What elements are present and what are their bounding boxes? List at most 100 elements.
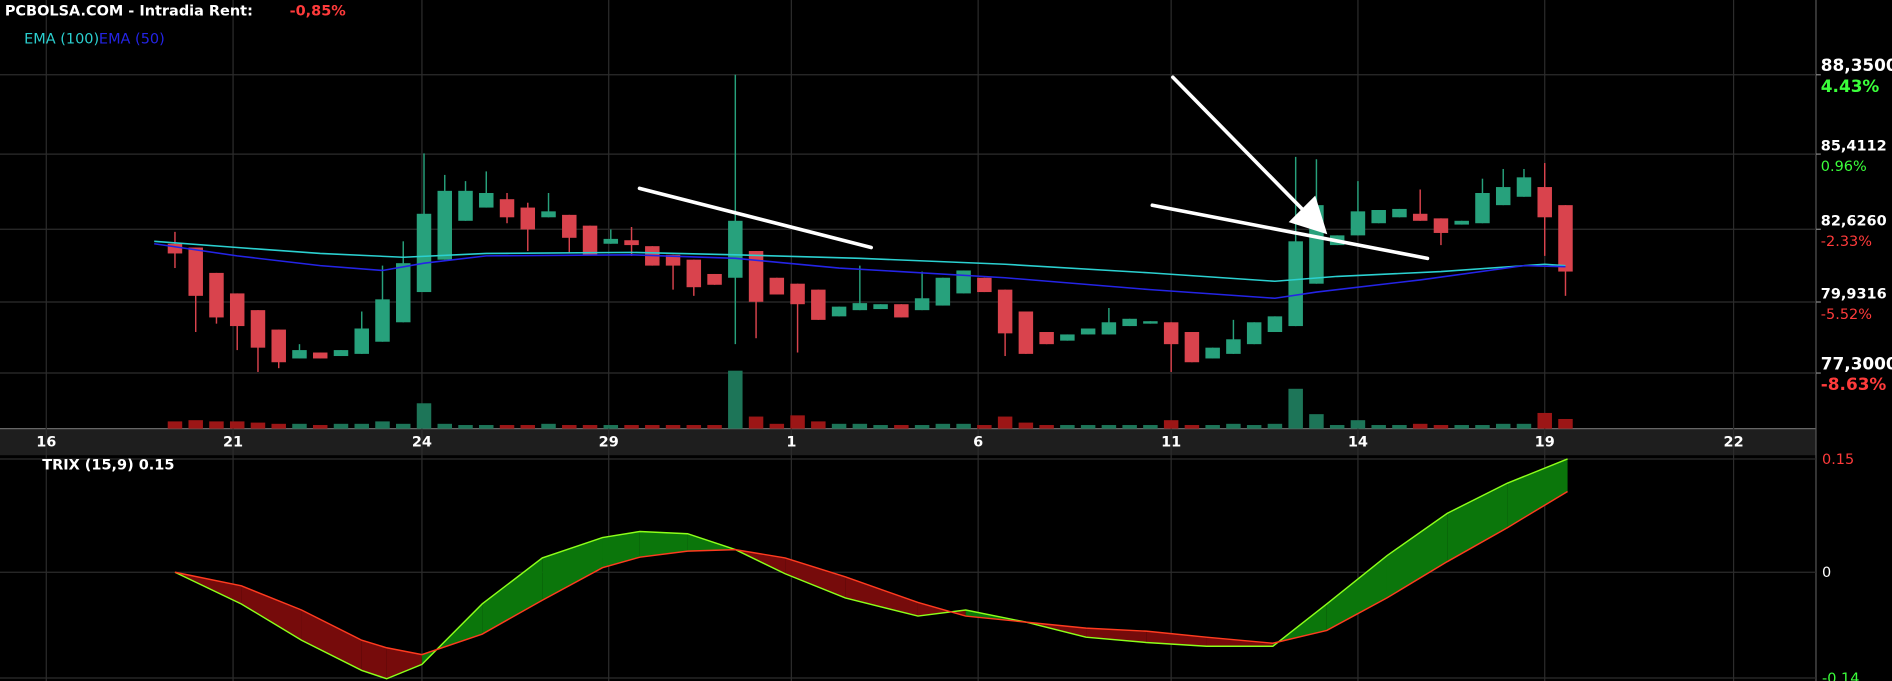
volume-bar bbox=[1454, 425, 1469, 429]
candle-body bbox=[562, 214, 577, 238]
volume-bar bbox=[728, 370, 743, 429]
volume-bar bbox=[1288, 388, 1303, 429]
y-tick-label: 77,3000 bbox=[1821, 353, 1892, 373]
volume-bar bbox=[1392, 425, 1407, 429]
volume-bar bbox=[769, 423, 785, 429]
candle-body bbox=[1122, 318, 1137, 327]
candle-body bbox=[1371, 210, 1386, 224]
candle-body bbox=[686, 259, 702, 288]
candle-body bbox=[250, 310, 266, 348]
volume-bar bbox=[1475, 425, 1490, 429]
volume-bar bbox=[956, 423, 971, 429]
trix-fill bbox=[1386, 513, 1448, 598]
y2-tick-label: -5.52% bbox=[1821, 307, 1872, 323]
candle-body bbox=[229, 293, 245, 327]
candle-body bbox=[665, 254, 681, 266]
volume-bar bbox=[520, 425, 536, 429]
candle-body bbox=[1163, 322, 1179, 345]
legend-entry: EMA (100) bbox=[24, 31, 99, 47]
candle-body bbox=[209, 272, 224, 318]
candle-body bbox=[582, 225, 598, 255]
candle-body bbox=[707, 273, 722, 285]
candle-body bbox=[1537, 187, 1552, 218]
volume-bar bbox=[458, 425, 473, 429]
trix-fill bbox=[965, 610, 1026, 623]
trix-fill bbox=[1086, 628, 1147, 643]
volume-bar bbox=[1226, 423, 1241, 429]
y-tick-label: 0 bbox=[1822, 565, 1831, 581]
trix-fill bbox=[1206, 637, 1273, 647]
volume-bar bbox=[437, 423, 452, 429]
volume-bar bbox=[1163, 420, 1179, 429]
volume-bar bbox=[1495, 423, 1511, 429]
volume-bar bbox=[1558, 418, 1573, 429]
volume-bar bbox=[935, 423, 951, 429]
candle-body bbox=[1516, 177, 1532, 197]
x-tick-label: 1 bbox=[786, 435, 796, 451]
volume-bar bbox=[873, 425, 888, 429]
arrow-line bbox=[1171, 75, 1308, 215]
candle-body bbox=[790, 283, 805, 305]
x-tick-label: 14 bbox=[1348, 435, 1368, 451]
volume-bar bbox=[624, 425, 639, 429]
candle-body bbox=[271, 329, 286, 363]
candle-body bbox=[1205, 347, 1220, 359]
candle-body bbox=[292, 350, 307, 359]
volume-bar bbox=[375, 421, 390, 429]
volume-bar bbox=[209, 421, 224, 429]
y-tick-label: 0.15 bbox=[1822, 452, 1854, 468]
volume-bar bbox=[396, 423, 411, 429]
volume-bar bbox=[562, 425, 577, 429]
candle-body bbox=[1246, 322, 1262, 345]
volume-bar bbox=[1246, 425, 1262, 429]
x-tick-label: 19 bbox=[1535, 435, 1555, 451]
trix-fill bbox=[845, 576, 918, 617]
candle-body bbox=[769, 277, 785, 295]
trix-fill bbox=[1507, 458, 1568, 528]
candle-body bbox=[1080, 328, 1096, 335]
volume-bar bbox=[1329, 425, 1345, 429]
volume-bar bbox=[1143, 425, 1158, 429]
volume-bar bbox=[831, 423, 847, 429]
candle-body bbox=[1558, 205, 1573, 272]
candle-body bbox=[1288, 241, 1303, 327]
volume-bar bbox=[1309, 414, 1324, 429]
y-tick-label: 82,6260 bbox=[1821, 214, 1887, 230]
candle-body bbox=[1060, 334, 1075, 341]
candle-body bbox=[852, 303, 868, 311]
candle-body bbox=[167, 243, 183, 254]
x-tick-label: 6 bbox=[973, 435, 983, 451]
candle-body bbox=[1495, 187, 1511, 206]
candle-body bbox=[375, 299, 390, 342]
x-tick-label: 11 bbox=[1161, 435, 1181, 451]
candle-body bbox=[1018, 311, 1034, 354]
y2-tick-label: 4.43% bbox=[1821, 76, 1880, 96]
trix-fill bbox=[639, 531, 688, 558]
volume-bar bbox=[1101, 425, 1117, 429]
volume-bar bbox=[748, 416, 764, 429]
volume-bar bbox=[333, 423, 349, 429]
volume-bar bbox=[582, 425, 598, 429]
candle-body bbox=[541, 211, 556, 218]
trix-fill bbox=[785, 557, 846, 598]
volume-bar bbox=[977, 425, 992, 429]
trix-line bbox=[174, 458, 1568, 680]
candle-body bbox=[416, 213, 432, 293]
candle-body bbox=[914, 298, 930, 311]
volume-bar bbox=[1018, 422, 1034, 429]
ema-line bbox=[154, 240, 1566, 283]
trix-fill bbox=[1146, 631, 1207, 647]
trix-fill bbox=[1326, 555, 1387, 631]
candle-body bbox=[520, 207, 536, 230]
volume-bar bbox=[1184, 425, 1200, 429]
volume-bar bbox=[541, 423, 556, 429]
volume-bar bbox=[229, 421, 245, 429]
volume-bar bbox=[1433, 425, 1449, 429]
trix-fill bbox=[361, 640, 387, 679]
candle-body bbox=[603, 238, 619, 244]
candle-body bbox=[479, 192, 494, 208]
volume-bar bbox=[167, 421, 183, 429]
ema-line bbox=[154, 242, 1566, 300]
volume-bar bbox=[416, 403, 432, 429]
